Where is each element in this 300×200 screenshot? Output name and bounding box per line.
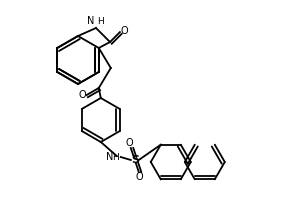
Text: H: H [112,152,119,162]
Text: O: O [79,90,86,100]
Text: H: H [97,17,104,25]
Text: O: O [126,138,134,148]
Text: N: N [87,16,94,26]
Text: S: S [131,155,139,165]
Text: O: O [120,26,128,36]
Text: O: O [136,172,144,182]
Text: N: N [106,152,113,162]
